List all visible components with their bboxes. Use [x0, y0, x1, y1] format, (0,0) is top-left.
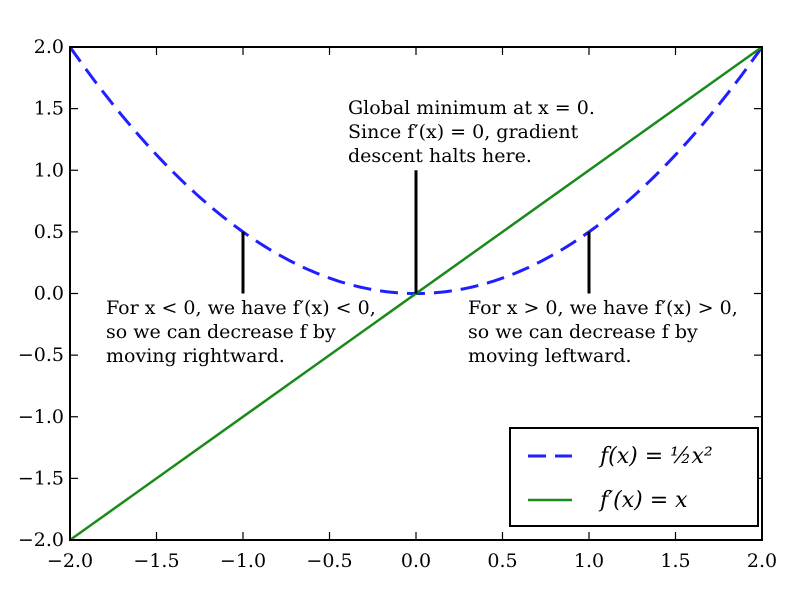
legend: f(x) = ½x² f′(x) = x	[509, 427, 759, 527]
y-tick-label: 2.0	[34, 36, 64, 58]
annotation-left-text: For x < 0, we have f′(x) < 0, so we can d…	[106, 297, 376, 367]
y-tick-label: 0.5	[34, 221, 64, 243]
x-tick-label: 2.0	[747, 550, 777, 572]
y-tick-label: 0.0	[34, 283, 64, 305]
x-tick-label: −2.0	[47, 550, 93, 572]
y-tick-label: 1.5	[34, 98, 64, 120]
y-tick-label: 1.0	[34, 159, 64, 181]
x-tick-label: −1.0	[220, 550, 266, 572]
annotation-line: For x < 0, we have f′(x) < 0,	[106, 297, 376, 319]
y-tick-label: −0.5	[18, 344, 64, 366]
y-tick-label: −1.5	[18, 467, 64, 489]
annotation-line: so we can decrease f by	[106, 321, 336, 343]
annotation-line: Since f′(x) = 0, gradient	[348, 121, 579, 143]
y-tick-label: −2.0	[18, 529, 64, 551]
x-tick-label: 0.0	[401, 550, 431, 572]
annotation-minimum-text: Global minimum at x = 0. Since f′(x) = 0,…	[348, 97, 595, 167]
ticks-layer: −2.0 −1.5 −1.0 −0.5 0.0 0.5 1.0 1.5 2.0 −2.0 −1.5 −…	[18, 36, 777, 572]
y-tick-label: −1.0	[18, 406, 64, 428]
legend-label-derivative: f′(x) = x	[598, 488, 688, 513]
legend-box	[509, 427, 759, 527]
annotation-line: For x > 0, we have f′(x) > 0,	[468, 297, 738, 319]
annotation-line: moving leftward.	[468, 345, 632, 367]
annotation-line: moving rightward.	[106, 345, 285, 367]
x-tick-label: 1.5	[660, 550, 690, 572]
annotation-line: descent halts here.	[348, 145, 532, 167]
annotation-line: Global minimum at x = 0.	[348, 97, 595, 119]
x-tick-label: −1.5	[133, 550, 179, 572]
x-tick-label: 1.0	[574, 550, 604, 572]
x-tick-label: −0.5	[306, 550, 352, 572]
legend-label-quadratic: f(x) = ½x²	[598, 444, 713, 469]
annotations-layer: Global minimum at x = 0. Since f′(x) = 0,…	[106, 97, 738, 367]
annotation-right-text: For x > 0, we have f′(x) > 0, so we can d…	[468, 297, 738, 367]
x-tick-label: 0.5	[487, 550, 517, 572]
annotation-line: so we can decrease f by	[468, 321, 698, 343]
